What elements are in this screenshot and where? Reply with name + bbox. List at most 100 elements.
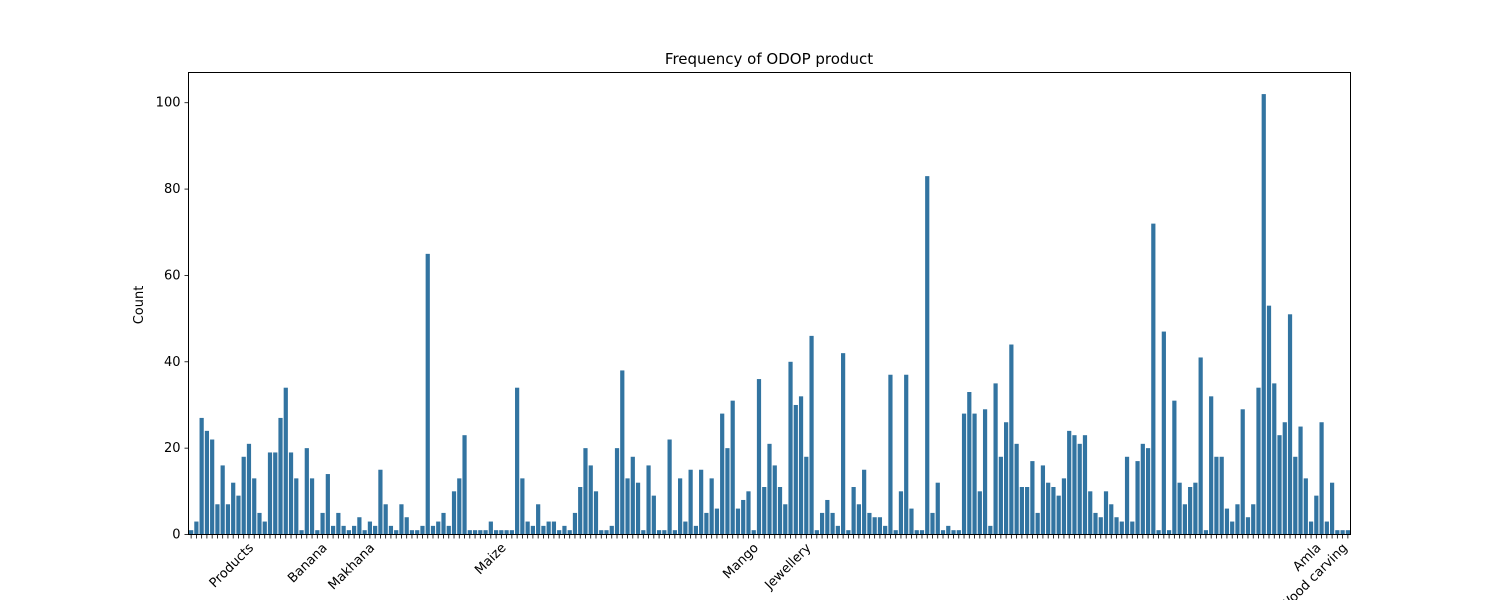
bar — [1088, 491, 1093, 535]
bar — [567, 530, 572, 535]
bar — [530, 525, 535, 535]
bar — [1130, 521, 1135, 535]
y-tick-label: 100 — [156, 96, 181, 111]
bar — [1230, 521, 1235, 535]
y-tick-label: 60 — [164, 268, 181, 283]
bar — [325, 474, 330, 535]
bar — [441, 512, 446, 535]
bar — [1009, 344, 1014, 535]
bar — [1046, 482, 1051, 535]
bar — [620, 370, 625, 535]
bar — [278, 417, 283, 535]
bar — [1093, 512, 1098, 535]
bar — [383, 504, 388, 535]
bar — [830, 512, 835, 535]
bar — [672, 530, 677, 535]
bar — [688, 469, 693, 535]
bar — [877, 517, 883, 535]
bar — [462, 435, 467, 535]
y-tick-label: 80 — [164, 182, 181, 197]
bar — [961, 413, 967, 535]
bar — [678, 478, 683, 535]
bar — [220, 465, 225, 535]
bar — [609, 525, 614, 535]
bar — [1014, 443, 1019, 535]
bar — [814, 530, 819, 535]
bar — [982, 409, 988, 535]
bar — [315, 530, 320, 535]
bar — [320, 512, 325, 535]
bar — [646, 465, 651, 535]
bar — [1161, 331, 1166, 535]
bar — [851, 487, 856, 535]
bar — [1293, 456, 1298, 535]
bar — [520, 478, 525, 535]
bar — [762, 487, 767, 535]
bar — [536, 504, 541, 535]
bar — [972, 413, 977, 535]
bar — [357, 517, 362, 535]
bar — [572, 512, 578, 535]
bar — [525, 521, 530, 535]
bar — [656, 530, 662, 535]
bar — [1056, 495, 1061, 535]
bar — [478, 530, 483, 535]
bar — [336, 512, 341, 535]
bar — [699, 469, 704, 535]
bar — [273, 452, 278, 535]
bar — [662, 530, 667, 535]
bar — [735, 508, 741, 535]
bar — [430, 525, 436, 535]
bar — [1266, 305, 1272, 535]
bar — [509, 530, 514, 535]
bar — [267, 452, 273, 535]
bar — [977, 491, 982, 535]
bar — [1256, 387, 1261, 535]
bar — [588, 465, 593, 535]
y-tick-group: 0 20 40 60 80 100 — [156, 96, 189, 543]
bar — [515, 387, 520, 535]
bar — [793, 404, 798, 535]
bar — [1067, 430, 1072, 535]
bar — [352, 525, 357, 535]
bar — [1035, 512, 1040, 535]
bar — [225, 504, 231, 535]
bar-group — [189, 94, 1350, 535]
bar — [1061, 478, 1067, 535]
bar — [1172, 400, 1177, 535]
bar — [683, 521, 688, 535]
bar — [1345, 530, 1350, 535]
bar — [472, 530, 478, 535]
bar — [604, 530, 609, 535]
bar — [1209, 396, 1214, 535]
bar — [346, 530, 351, 535]
bar — [772, 465, 777, 535]
bar — [415, 530, 420, 535]
bar — [730, 400, 735, 535]
bar — [283, 387, 288, 535]
chart-title: Frequency of ODOP product — [665, 50, 873, 68]
bar — [1261, 94, 1266, 535]
bar — [373, 525, 378, 535]
bar — [467, 530, 472, 535]
bar — [378, 469, 383, 535]
bar — [1082, 435, 1088, 535]
bar — [499, 530, 504, 535]
bar — [1156, 530, 1161, 535]
bar — [819, 512, 825, 535]
bar — [693, 525, 698, 535]
bar — [1140, 443, 1145, 535]
bar — [914, 530, 919, 535]
bar — [1314, 495, 1319, 535]
bar — [1235, 504, 1240, 535]
bar — [614, 448, 620, 535]
bar — [362, 530, 367, 535]
bar — [1145, 448, 1151, 535]
bar — [493, 530, 499, 535]
bar — [956, 530, 961, 535]
bar — [189, 530, 194, 535]
bar — [241, 456, 246, 535]
bar — [841, 353, 846, 535]
bar — [294, 478, 299, 535]
bar — [1103, 491, 1109, 535]
